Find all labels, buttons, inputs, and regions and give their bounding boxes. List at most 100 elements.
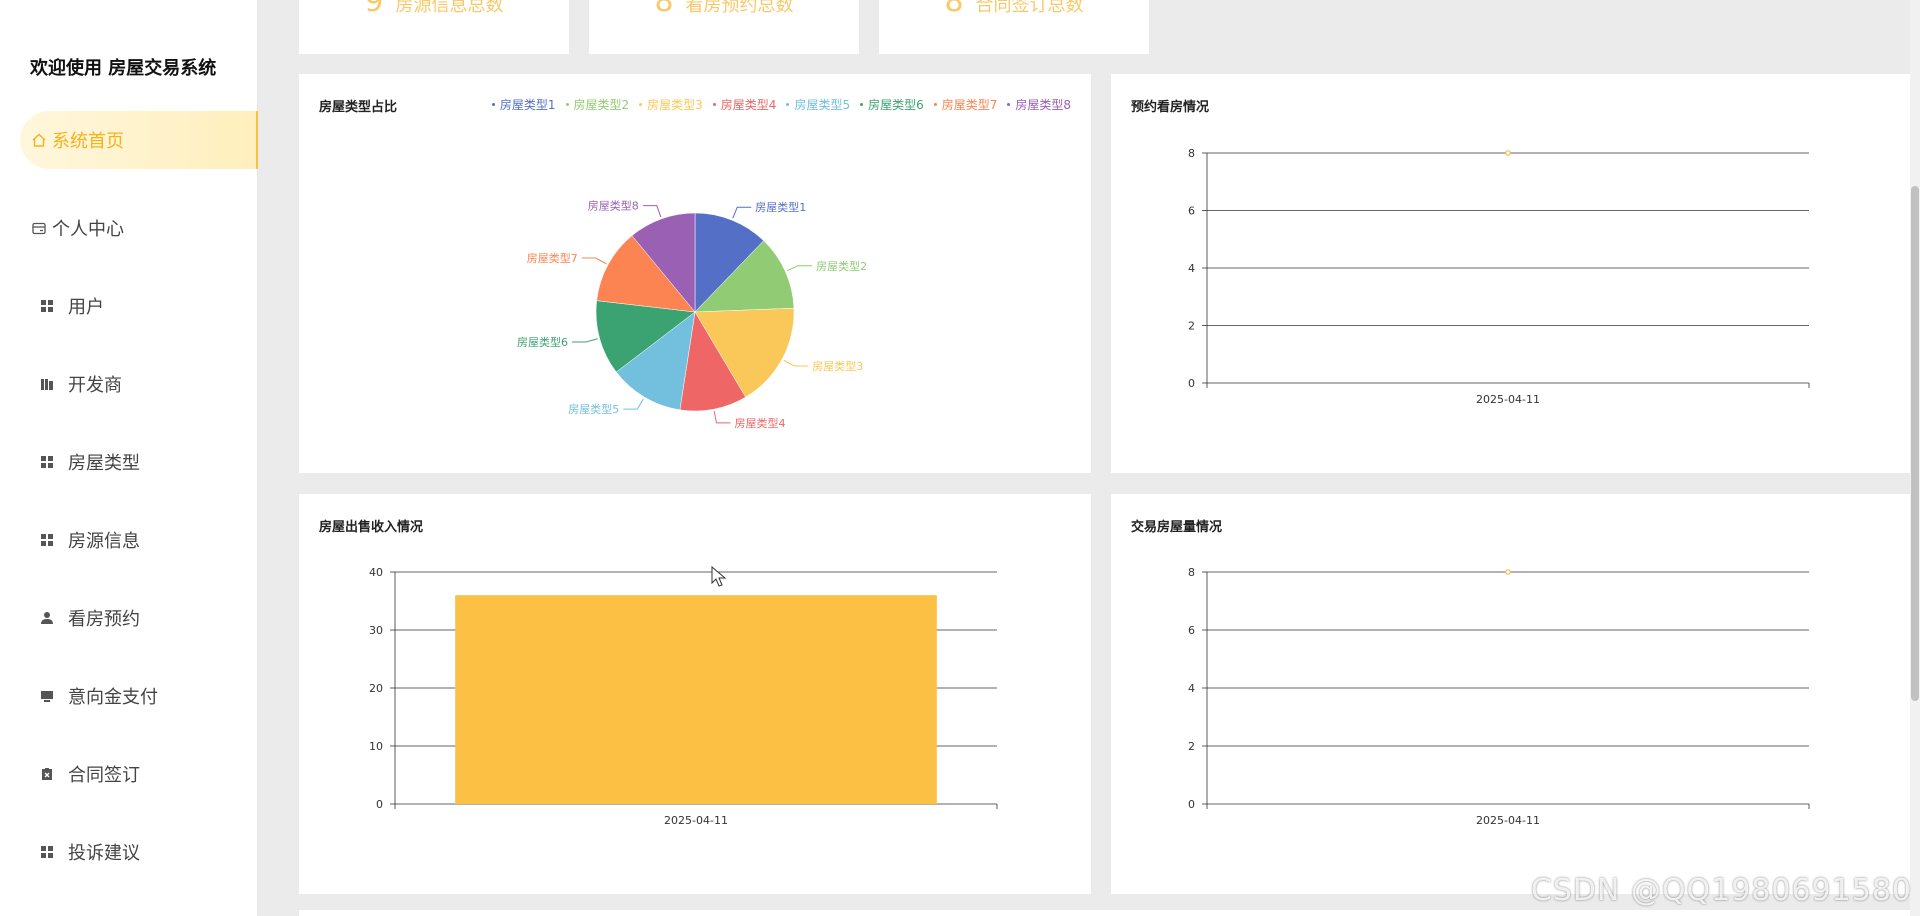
sidebar-item-developer[interactable]: 开发商 xyxy=(0,345,258,423)
y-tick-label: 0 xyxy=(376,798,383,811)
home-icon xyxy=(30,131,48,149)
stat-value: 8 xyxy=(944,0,964,19)
trade-chart: 0 2 4 6 8 2025-04-11 xyxy=(1188,566,1810,827)
pie-label-line xyxy=(783,359,809,367)
pie-slice[interactable] xyxy=(631,212,696,313)
pie-slice[interactable] xyxy=(596,235,696,313)
sidebar-item-home[interactable]: 系统首页 xyxy=(20,111,258,169)
scrollbar[interactable] xyxy=(1910,0,1920,916)
person-icon xyxy=(38,609,56,627)
scrollbar-thumb[interactable] xyxy=(1911,186,1919,701)
sidebar-item-label: 用户 xyxy=(68,297,104,318)
x-tick-label: 2025-04-11 xyxy=(664,814,728,827)
sidebar-item-viewing[interactable]: 看房预约 xyxy=(0,579,258,657)
legend-item[interactable]: 房屋类型8 xyxy=(1007,96,1071,113)
wallet-icon xyxy=(30,219,48,237)
sidebar: 欢迎使用 房屋交易系统 系统首页 个人中心 用户 开发商 xyxy=(0,0,258,916)
stat-card-contracts: 8 合同签订总数 xyxy=(879,0,1149,54)
sidebar-item-deposit[interactable]: 意向金支付 xyxy=(0,657,258,735)
stat-label: 看房预约总数 xyxy=(685,0,794,16)
legend-label: 房屋类型1 xyxy=(499,98,556,112)
sidebar-item-label: 投诉建议 xyxy=(68,843,140,864)
legend-dot xyxy=(639,103,643,106)
y-tick-label: 8 xyxy=(1188,147,1195,160)
y-tick-label: 40 xyxy=(369,566,383,579)
x-tick-label: 2025-04-11 xyxy=(1476,814,1540,827)
y-tick-label: 4 xyxy=(1188,262,1195,275)
bar[interactable] xyxy=(455,595,937,804)
legend-label: 房屋类型2 xyxy=(573,98,630,112)
sidebar-item-profile[interactable]: 个人中心 xyxy=(0,189,258,267)
sidebar-item-label: 意向金支付 xyxy=(68,687,158,708)
pie-slice[interactable] xyxy=(595,300,696,373)
revenue-chart: 0 10 20 30 40 2025-04-11 xyxy=(369,566,998,827)
legend-item[interactable]: 房屋类型5 xyxy=(786,96,850,113)
legend-item[interactable]: 房屋类型7 xyxy=(933,96,997,113)
pie-slice[interactable] xyxy=(694,212,765,313)
sidebar-item-listings[interactable]: 房源信息 xyxy=(0,501,258,579)
mouse-cursor-icon xyxy=(711,566,727,587)
panel-title: 交易房屋量情况 xyxy=(1131,520,1223,535)
stat-value: 9 xyxy=(364,0,384,19)
pie-slice-label: 房屋类型2 xyxy=(816,259,867,273)
legend-item[interactable]: 房屋类型2 xyxy=(565,96,630,113)
sidebar-item-contract[interactable]: 合同签订 xyxy=(0,735,258,813)
stat-label: 合同签订总数 xyxy=(975,0,1084,16)
pie-slice-label: 房屋类型4 xyxy=(735,416,786,430)
pie-chart: 房屋类型1 房屋类型2 房屋类型3 房屋类型4 房屋类型5 房屋类型6 房屋类型7 房屋类型8 xyxy=(517,199,867,430)
pie-slice-label: 房屋类型3 xyxy=(812,359,863,373)
pie-slice[interactable] xyxy=(679,311,746,412)
legend-dot xyxy=(1007,103,1011,106)
y-tick-label: 30 xyxy=(369,624,383,637)
pie-slice[interactable] xyxy=(694,307,795,398)
pie-legend: 房屋类型1 房屋类型2 房屋类型3 房屋类型4 房屋类型5 房屋类型6 房屋类型7 房屋类型8 xyxy=(491,96,1071,113)
next-panel-edge xyxy=(299,910,1910,916)
y-tick-label: 0 xyxy=(1188,798,1195,811)
panel-revenue: 房屋出售收入情况 0 10 20 30 40 2025-04-11 xyxy=(299,494,1091,894)
y-tick-label: 8 xyxy=(1188,566,1195,579)
pie-slice[interactable] xyxy=(694,240,795,313)
pie-slice-label: 房屋类型1 xyxy=(755,200,806,214)
app-title: 欢迎使用 房屋交易系统 xyxy=(30,58,217,79)
y-tick-label: 6 xyxy=(1188,624,1195,637)
legend-item[interactable]: 房屋类型6 xyxy=(860,96,924,113)
legend-dot xyxy=(933,103,937,106)
sidebar-item-label: 合同签订 xyxy=(68,765,140,786)
sidebar-item-label: 房屋类型 xyxy=(68,453,140,474)
sidebar-item-house-type[interactable]: 房屋类型 xyxy=(0,423,258,501)
legend-label: 房屋类型8 xyxy=(1015,98,1071,112)
stat-value: 8 xyxy=(654,0,674,19)
clipboard-icon xyxy=(38,765,56,783)
pie-slice-label: 房屋类型8 xyxy=(588,199,639,213)
legend-item[interactable]: 房屋类型4 xyxy=(712,96,777,113)
sidebar-item-label: 房源信息 xyxy=(68,531,140,552)
panel-house-type-ratio: 房屋类型占比 房屋类型1 房屋类型2 房屋类型3 房屋类型4 房屋类型5 房屋类型6 房屋类… xyxy=(299,74,1091,473)
panel-title: 房屋类型占比 xyxy=(319,100,398,115)
y-tick-label: 6 xyxy=(1188,205,1195,218)
pie-label-line xyxy=(572,338,598,343)
grid-icon xyxy=(38,297,56,315)
stat-card-viewings: 8 看房预约总数 xyxy=(589,0,859,54)
line-point[interactable] xyxy=(1505,150,1511,156)
legend-dot xyxy=(565,103,569,106)
stat-label: 房源信息总数 xyxy=(395,0,504,16)
booking-chart: 0 2 4 6 8 2025-04-11 xyxy=(1188,147,1810,406)
sidebar-item-complaints[interactable]: 投诉建议 xyxy=(0,813,258,891)
sidebar-item-label: 个人中心 xyxy=(52,219,124,240)
y-tick-label: 2 xyxy=(1188,320,1195,333)
sidebar-item-label: 看房预约 xyxy=(68,609,140,630)
y-tick-label: 20 xyxy=(369,682,383,695)
legend-label: 房屋类型4 xyxy=(720,98,777,112)
pie-label-line xyxy=(713,411,731,424)
legend-item[interactable]: 房屋类型1 xyxy=(491,96,556,113)
y-tick-label: 10 xyxy=(369,740,383,753)
panel-booking: 预约看房情况 0 2 4 6 8 2025-04-11 xyxy=(1111,74,1910,473)
line-point[interactable] xyxy=(1505,569,1511,575)
legend-dot xyxy=(860,103,864,106)
legend-label: 房屋类型6 xyxy=(868,98,924,112)
grid-icon xyxy=(38,453,56,471)
sidebar-item-users[interactable]: 用户 xyxy=(0,267,258,345)
monitor-icon xyxy=(38,687,56,705)
pie-slice[interactable] xyxy=(615,311,696,411)
legend-item[interactable]: 房屋类型3 xyxy=(639,96,703,113)
